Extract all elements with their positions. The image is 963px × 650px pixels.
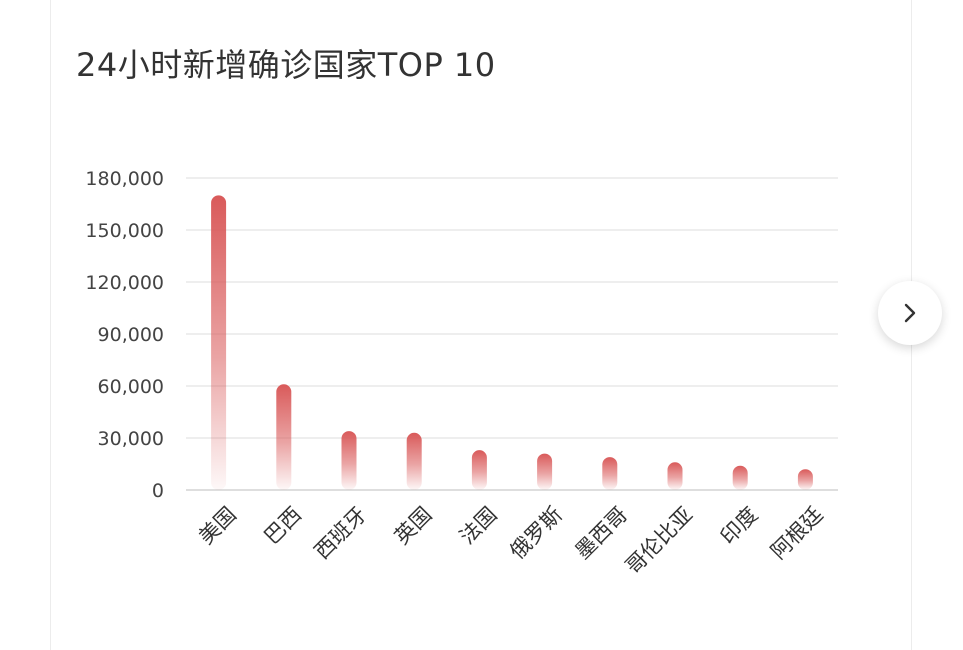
y-axis-ticks: 0 30,000 60,000 90,000 120,000 150,000 180,000	[85, 168, 164, 502]
y-tick-label: 0	[152, 480, 164, 502]
y-tick-label: 150,000	[85, 220, 164, 242]
bar	[211, 195, 227, 491]
bar	[341, 431, 357, 490]
x-tick-label: 法国	[455, 502, 502, 549]
x-tick-label: 印度	[716, 502, 763, 549]
x-tick-label: 墨西哥	[571, 502, 633, 564]
bar	[732, 465, 748, 490]
bar	[602, 457, 618, 490]
x-tick-label: 美国	[194, 502, 241, 549]
x-tick-label: 阿根廷	[766, 502, 828, 564]
y-tick-label: 90,000	[98, 324, 164, 346]
x-tick-label: 俄罗斯	[505, 502, 567, 564]
y-tick-label: 60,000	[98, 376, 164, 398]
bar	[276, 384, 292, 490]
bar	[797, 469, 813, 490]
gridlines	[186, 177, 838, 491]
y-tick-label: 180,000	[85, 168, 164, 190]
bars	[211, 195, 813, 491]
x-tick-label: 哥伦比亚	[621, 502, 697, 578]
y-tick-label: 30,000	[98, 428, 164, 450]
bar	[406, 432, 422, 490]
x-tick-label: 巴西	[259, 502, 306, 549]
x-tick-label: 西班牙	[310, 502, 372, 564]
next-chart-button[interactable]	[878, 281, 942, 345]
bar	[471, 450, 487, 490]
bar	[667, 462, 683, 490]
chart-card	[50, 0, 912, 650]
x-tick-label: 英国	[390, 502, 437, 549]
y-tick-label: 120,000	[85, 272, 164, 294]
chevron-right-icon	[904, 303, 916, 323]
chart-title: 24小时新增确诊国家TOP 10	[76, 46, 496, 84]
bar-chart: 0 30,000 60,000 90,000 120,000 150,000 180,000…	[85, 168, 838, 579]
bar	[537, 453, 553, 490]
